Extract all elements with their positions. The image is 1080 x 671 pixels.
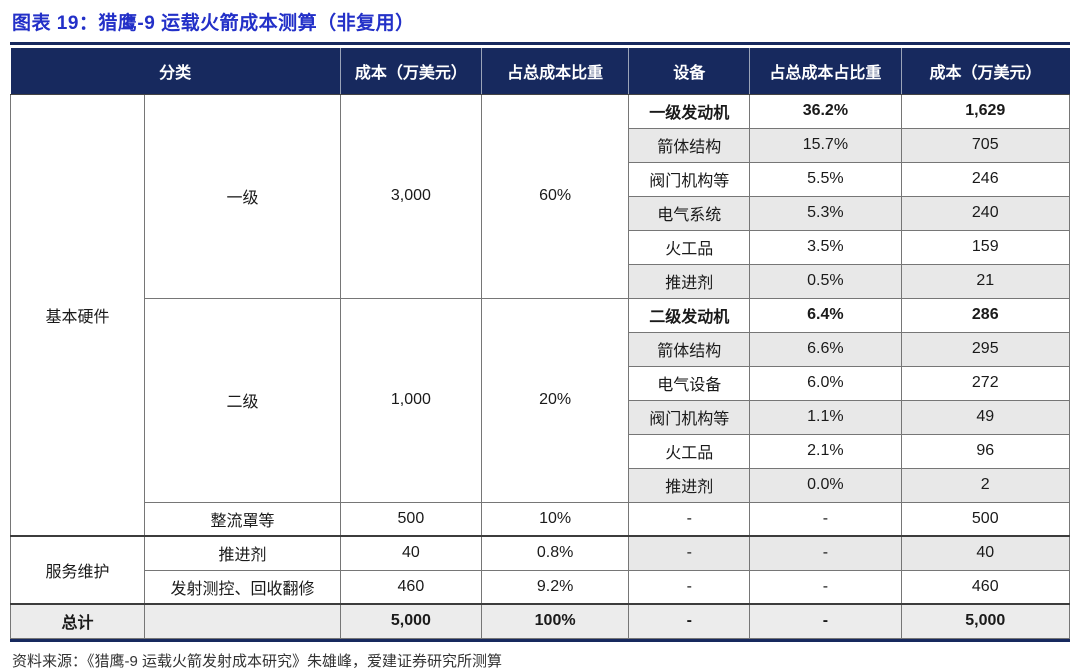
total-empty-cell — [144, 603, 341, 639]
table-frame: 分类 成本（万美元） 占总成本比重 设备 占总成本占比重 成本（万美元） 基本硬… — [9, 42, 1071, 642]
share-cell-launch-ops: 9.2% — [480, 569, 630, 605]
table-row: 发射测控、回收翻修 460 9.2% - - 460 — [11, 569, 1071, 605]
device-share-cell: 5.5% — [749, 161, 902, 197]
device-name-cell: 箭体结构 — [628, 127, 751, 163]
table-row: 推进剂 0.0% 2 — [11, 467, 1071, 503]
device-share-cell: 6.4% — [749, 297, 902, 333]
table-row: 电气设备 6.0% 272 — [11, 365, 1071, 401]
header-device: 设备 — [628, 48, 751, 95]
source-note: 资料来源：《猎鹰-9 运载火箭发射成本研究》朱雄峰，爱建证券研究所测算 — [12, 652, 503, 670]
device-cost-cell: 500 — [900, 501, 1071, 537]
total-row: 总计 5,000 100% - - 5,000 — [9, 603, 1071, 639]
table-row: 阀门机构等 5.5% 246 — [11, 161, 1071, 197]
header-cost: 成本（万美元） — [339, 48, 482, 95]
falcon9-cost-table: 分类 成本（万美元） 占总成本比重 设备 占总成本占比重 成本（万美元） 基本硬… — [9, 48, 1071, 639]
device-share-cell: 36.2% — [749, 93, 902, 129]
share-cell-stage1: 60% — [480, 93, 630, 299]
table-body: 基本硬件 一级 3,000 60% 一级发动机 36.2% 1,629 箭体结构… — [9, 93, 1071, 639]
device-cost-cell: 246 — [900, 161, 1071, 197]
header-row: 分类 成本（万美元） 占总成本比重 设备 占总成本占比重 成本（万美元） — [10, 48, 1070, 95]
cost-cell-launch-ops: 460 — [339, 569, 482, 605]
device-cost-cell: 295 — [900, 331, 1071, 367]
total-device-share-cell: - — [749, 603, 902, 639]
device-share-cell: - — [749, 501, 902, 537]
table-row: 整流罩等 500 10% - - 500 — [11, 501, 1071, 537]
category-cell-propellant: 推进剂 — [144, 535, 341, 571]
device-cost-cell: 49 — [900, 399, 1071, 435]
header-share: 占总成本比重 — [480, 48, 630, 95]
device-cost-cell: 159 — [900, 229, 1071, 265]
device-cost-cell: 21 — [900, 263, 1071, 299]
table-header: 分类 成本（万美元） 占总成本比重 设备 占总成本占比重 成本（万美元） — [10, 48, 1070, 95]
device-share-cell: 3.5% — [749, 229, 902, 265]
category-cell-launch-ops: 发射测控、回收翻修 — [144, 569, 341, 605]
device-cost-cell: 240 — [900, 195, 1071, 231]
total-label-cell: 总计 — [9, 603, 146, 639]
share-cell-stage2: 20% — [480, 297, 630, 503]
device-cost-cell: 272 — [900, 365, 1071, 401]
table-row: 基本硬件 一级 3,000 60% 一级发动机 36.2% 1,629 — [9, 93, 1071, 537]
device-share-cell: 2.1% — [749, 433, 902, 469]
device-share-cell: - — [749, 569, 902, 605]
table-row: 箭体结构 15.7% 705 — [11, 127, 1071, 163]
table-row: 服务维护 推进剂 40 0.8% - - 40 — [9, 535, 1071, 605]
device-share-cell: 0.0% — [749, 467, 902, 503]
device-cost-cell: 2 — [900, 467, 1071, 503]
device-name-cell: 阀门机构等 — [628, 161, 751, 197]
category-cell-stage2: 二级 — [144, 297, 341, 503]
table-row: 火工品 3.5% 159 — [11, 229, 1071, 265]
table-row: 火工品 2.1% 96 — [11, 433, 1071, 469]
header-device-cost: 成本（万美元） — [900, 48, 1070, 95]
device-name-cell: - — [628, 501, 751, 537]
share-cell-fairing: 10% — [480, 501, 630, 537]
header-category: 分类 — [10, 48, 341, 95]
device-name-cell: 推进剂 — [628, 467, 751, 503]
device-cost-cell: 286 — [900, 297, 1071, 333]
share-cell-propellant: 0.8% — [480, 535, 630, 571]
total-device-cell: - — [628, 603, 751, 639]
group-cell-hardware: 基本硬件 — [9, 93, 146, 537]
device-share-cell: 6.0% — [749, 365, 902, 401]
device-name-cell: 一级发动机 — [628, 93, 751, 129]
device-share-cell: 1.1% — [749, 399, 902, 435]
device-name-cell: 电气系统 — [628, 195, 751, 231]
device-name-cell: - — [628, 535, 751, 571]
device-share-cell: 0.5% — [749, 263, 902, 299]
device-name-cell: 二级发动机 — [628, 297, 751, 333]
header-device-share: 占总成本占比重 — [749, 48, 902, 95]
cost-cell-propellant: 40 — [339, 535, 482, 571]
table-row: 电气系统 5.3% 240 — [11, 195, 1071, 231]
total-device-cost-cell: 5,000 — [900, 603, 1071, 639]
cost-cell-stage2: 1,000 — [339, 297, 482, 503]
device-name-cell: 火工品 — [628, 229, 751, 265]
figure-title: 图表 19：猎鹰-9 运载火箭成本测算（非复用） — [12, 13, 415, 34]
device-name-cell: 箭体结构 — [628, 331, 751, 367]
device-share-cell: 15.7% — [749, 127, 902, 163]
device-name-cell: - — [628, 569, 751, 605]
device-share-cell: 6.6% — [749, 331, 902, 367]
device-name-cell: 火工品 — [628, 433, 751, 469]
table-row: 推进剂 0.5% 21 — [11, 263, 1071, 299]
category-cell-fairing: 整流罩等 — [144, 501, 341, 537]
device-share-cell: - — [749, 535, 902, 571]
cost-cell-stage1: 3,000 — [339, 93, 482, 299]
device-name-cell: 推进剂 — [628, 263, 751, 299]
device-share-cell: 5.3% — [749, 195, 902, 231]
table-row: 二级 1,000 20% 二级发动机 6.4% 286 — [11, 297, 1071, 503]
total-share-cell: 100% — [480, 603, 630, 639]
device-cost-cell: 40 — [900, 535, 1071, 571]
device-name-cell: 电气设备 — [628, 365, 751, 401]
device-cost-cell: 96 — [900, 433, 1071, 469]
device-cost-cell: 705 — [900, 127, 1071, 163]
table-row: 阀门机构等 1.1% 49 — [11, 399, 1071, 435]
category-cell-stage1: 一级 — [144, 93, 341, 299]
device-cost-cell: 460 — [900, 569, 1071, 605]
device-name-cell: 阀门机构等 — [628, 399, 751, 435]
group-cell-service: 服务维护 — [9, 535, 146, 605]
cost-cell-fairing: 500 — [339, 501, 482, 537]
device-cost-cell: 1,629 — [900, 93, 1071, 129]
total-cost-cell: 5,000 — [339, 603, 482, 639]
